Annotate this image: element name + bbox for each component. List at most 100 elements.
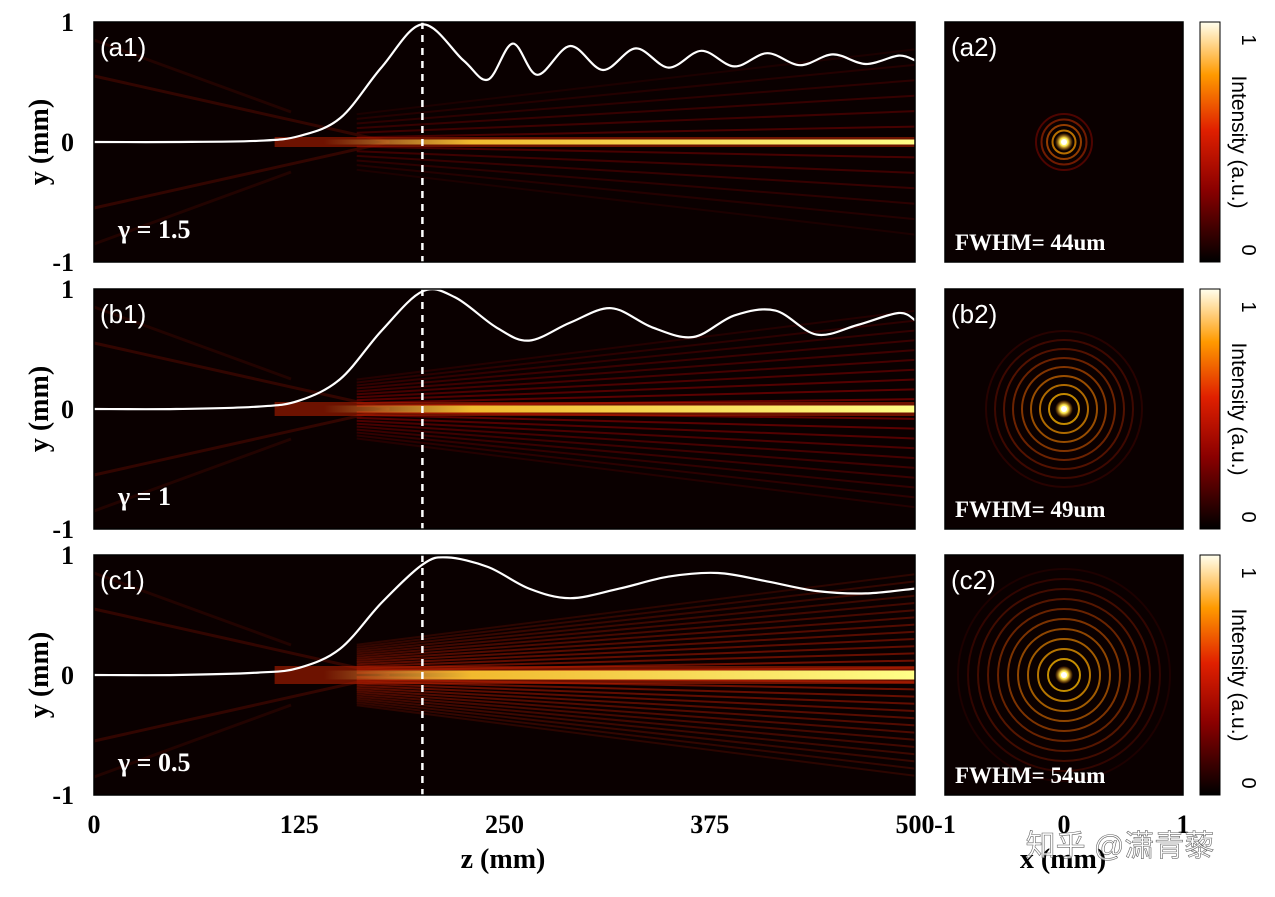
x-tick-label: 500 [896, 810, 935, 839]
diffraction-ring [1037, 648, 1091, 702]
fringe-line [356, 623, 916, 661]
diffraction-ring [1048, 393, 1080, 425]
colorbar-label: Intensity (a.u.) [1227, 75, 1250, 208]
fringe-line [356, 691, 916, 734]
y-tick-label: 0 [61, 661, 74, 690]
colorbar-tick-label: 0 [1237, 511, 1259, 522]
central-spot-peak [1061, 672, 1067, 678]
central-spot-peak [1061, 406, 1067, 412]
colorbar-tick-label: 1 [1237, 567, 1259, 578]
y-axis-label: y (mm) [24, 632, 55, 718]
y-tick-label: 1 [61, 541, 74, 570]
fringe-line [356, 94, 916, 130]
panel-c1: (c1)γ = 0.510-1y (mm)0 125 250 375 500 [24, 541, 935, 839]
diffraction-ring [1035, 113, 1093, 171]
panel-label: (a1) [100, 32, 146, 62]
fringe-line [356, 437, 916, 509]
fwhm-annotation: FWHM= 44um [955, 230, 1105, 255]
fringe-line [356, 164, 916, 221]
y-tick-label: -1 [52, 781, 74, 810]
fringe-line [356, 159, 916, 205]
y-tick-label: 0 [61, 128, 74, 157]
fringe-line [356, 63, 916, 120]
fringe-line [356, 168, 916, 236]
shared-axis-labels: z (mm) x (mm) 知乎 @潇青藜 [461, 830, 1215, 875]
panels-layer: (a1) γ = 1.5 1 0 -1 y (mm) (b1) γ = 1 1 0 -1 y (mm)… [24, 8, 1259, 839]
diffraction-ring [1039, 384, 1089, 434]
fringe-line [356, 388, 916, 405]
fringe-line [356, 609, 916, 657]
y-tick-label: -1 [52, 515, 74, 544]
z-axis-label: z (mm) [461, 844, 546, 875]
fringe-line [356, 684, 916, 712]
fringe-line [356, 702, 916, 770]
gamma-annotation: γ = 0.5 [117, 748, 190, 777]
fringe-line [356, 422, 916, 460]
panel-c2: (c2) FWHM= 54um 1 0 Intensity (a.u.) -1 0 1 [934, 554, 1259, 839]
fringe-line [356, 630, 916, 664]
fringe-line [356, 368, 916, 399]
diffraction-ring [1051, 129, 1077, 155]
colorbar [1199, 288, 1221, 530]
fringe-line [356, 616, 916, 659]
fringe-line [356, 413, 916, 430]
fringe-line [356, 428, 916, 479]
fringe-line [356, 358, 916, 396]
colorbar [1199, 554, 1221, 796]
x-tick-label: 0 [88, 810, 101, 839]
fringe-line [356, 110, 916, 134]
panel-label: (b1) [100, 299, 146, 329]
fringe-line [356, 697, 916, 756]
panel-label: (b2) [951, 299, 997, 329]
fringe-line [356, 704, 916, 777]
panel-frame [93, 288, 916, 530]
beam-core [323, 139, 915, 145]
y-tick-label: -1 [52, 248, 74, 277]
x-tick-label: 125 [280, 810, 319, 839]
fringe-line [356, 689, 916, 727]
colorbar-tick-label: 1 [1237, 34, 1259, 45]
fwhm-annotation: FWHM= 54um [955, 763, 1105, 788]
panel-label: (a2) [951, 32, 997, 62]
diffraction-ring [1040, 118, 1088, 166]
fringe-line [356, 693, 916, 741]
fringe-line [356, 145, 916, 159]
incident-ray [93, 74, 390, 144]
fringe-line [356, 329, 916, 387]
central-spot-peak [1061, 139, 1067, 145]
intensity-curve [93, 556, 916, 677]
colorbar-tick-label: 1 [1237, 301, 1259, 312]
diffraction-ring [987, 598, 1141, 752]
y-tick-label: 0 [61, 395, 74, 424]
incident-ray [93, 673, 390, 743]
fwhm-annotation: FWHM= 49um [955, 497, 1105, 522]
diffraction-ring [1017, 628, 1111, 722]
incident-ray [93, 140, 390, 210]
diffraction-ring [967, 578, 1161, 772]
incident-ray [93, 703, 292, 779]
diffraction-ring [985, 330, 1143, 488]
panel-frame [93, 21, 916, 263]
colorbar-tick-label: 0 [1237, 244, 1259, 255]
x-tick-label: 1 [1177, 810, 1190, 839]
fringe-line [356, 79, 916, 125]
fringe-line [356, 638, 916, 666]
x-tick-label: -1 [934, 810, 956, 839]
beam-core [323, 405, 915, 413]
y-tick-label: 1 [61, 275, 74, 304]
panel-b1: (b1) γ = 1 1 0 -1 y (mm) [24, 275, 916, 544]
incident-ray [93, 407, 390, 477]
diffraction-ring [1012, 357, 1116, 461]
y-axis-label: y (mm) [24, 366, 55, 452]
diffraction-ring [1007, 618, 1121, 732]
fringe-line [356, 309, 916, 381]
y-axis-label: y (mm) [24, 99, 55, 185]
fringe-line [356, 425, 916, 469]
colorbar [1199, 21, 1221, 263]
fringe-line [356, 378, 916, 402]
fringe-line [356, 419, 916, 450]
panel-label: (c2) [951, 565, 996, 595]
colorbar-label: Intensity (a.u.) [1227, 342, 1250, 475]
panel-b2: (b2) FWHM= 49um 1 0 Intensity (a.u.) [944, 288, 1259, 530]
fringe-line [356, 587, 916, 651]
